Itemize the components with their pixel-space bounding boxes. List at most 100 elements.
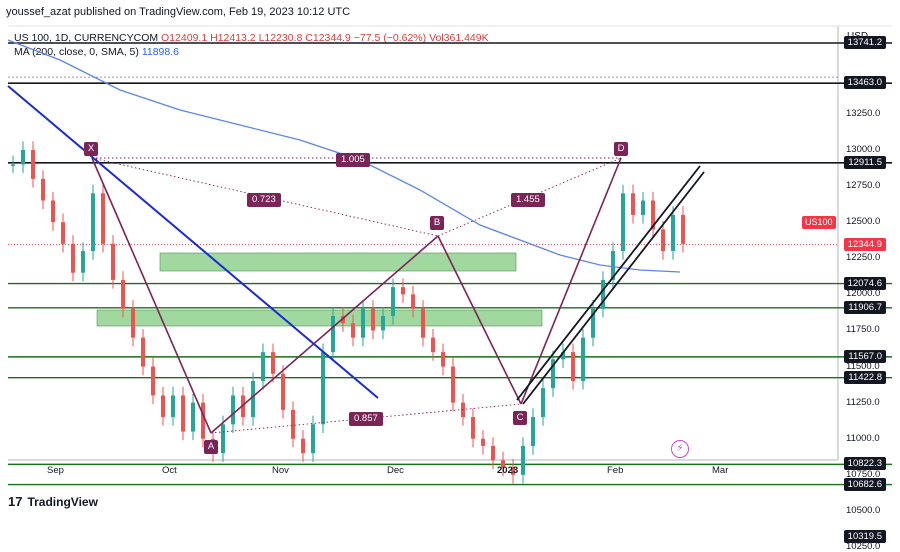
candle-body bbox=[391, 287, 395, 317]
candle-body bbox=[181, 395, 185, 432]
candle-body bbox=[131, 308, 135, 338]
candle-body bbox=[581, 337, 585, 381]
pattern-point-x: X bbox=[84, 142, 98, 156]
ma-line bbox=[7, 39, 681, 273]
candle-body bbox=[191, 402, 195, 432]
pattern-point-b: B bbox=[430, 216, 444, 230]
price-tag: 13741.2 bbox=[843, 35, 886, 49]
pattern-leg bbox=[91, 157, 212, 434]
price-tag: 11422.8 bbox=[844, 370, 886, 384]
pattern-leg bbox=[520, 157, 622, 405]
candle-body bbox=[121, 279, 125, 309]
candle-body bbox=[301, 438, 305, 454]
price-tick-label: 12000.0 bbox=[846, 288, 881, 300]
pattern-point-d: D bbox=[614, 142, 628, 156]
candle-body bbox=[161, 395, 165, 418]
xabcd-pattern bbox=[91, 157, 622, 434]
price-tick-label: 11250.0 bbox=[846, 396, 880, 408]
pattern-point-c: C bbox=[513, 411, 527, 425]
candle-body bbox=[311, 424, 315, 454]
tradingview-logo-icon: 17 bbox=[8, 494, 23, 509]
publisher-text: youssef_azat published on TradingView.co… bbox=[6, 6, 351, 18]
candle-body bbox=[641, 200, 645, 215]
price-tick-label: 11750.0 bbox=[846, 324, 880, 336]
candle-body bbox=[521, 445, 525, 475]
candle-body bbox=[61, 222, 65, 244]
price-tick-label: 10500.0 bbox=[846, 504, 881, 516]
candle-body bbox=[331, 316, 335, 353]
candle-body bbox=[501, 460, 505, 468]
ratio-line bbox=[437, 157, 622, 237]
candle-body bbox=[221, 424, 225, 454]
pattern-leg bbox=[437, 235, 522, 405]
candle-body bbox=[351, 323, 355, 338]
pattern-point-a: A bbox=[204, 440, 218, 454]
candle-body bbox=[561, 352, 565, 360]
candle-body bbox=[651, 200, 655, 230]
candle-body bbox=[291, 409, 295, 439]
candle-body bbox=[591, 308, 595, 338]
candle-body bbox=[11, 164, 15, 166]
candle-body bbox=[371, 308, 375, 331]
candle-body bbox=[271, 352, 275, 374]
price-tag: 11567.0 bbox=[844, 349, 886, 363]
price-chart[interactable] bbox=[0, 0, 900, 515]
ratio-ab: 0.723 bbox=[247, 193, 281, 207]
price-tick-label: 12500.0 bbox=[846, 216, 881, 228]
candle-body bbox=[511, 467, 515, 475]
symbol-label[interactable]: US 100, 1D, CURRENCYCOM bbox=[14, 32, 159, 44]
chart-legend: US 100, 1D, CURRENCYCOM O12409.1 H12413.… bbox=[14, 31, 489, 59]
candle-body bbox=[441, 352, 445, 367]
price-tick-label: 13250.0 bbox=[846, 107, 881, 119]
candle-body bbox=[91, 193, 95, 252]
price-tick-label: 11000.0 bbox=[846, 432, 880, 444]
candle-body bbox=[621, 193, 625, 252]
zone-lower bbox=[96, 309, 543, 327]
ratio-ac: 0.857 bbox=[349, 412, 383, 426]
time-tick-label: Feb bbox=[607, 465, 624, 476]
candle-body bbox=[661, 229, 665, 252]
candle-body bbox=[151, 366, 155, 396]
lightning-icon[interactable]: ⚡ bbox=[671, 440, 689, 458]
close-value: C12344.9 bbox=[305, 32, 351, 44]
price-tick-label: 10750.0 bbox=[846, 468, 881, 480]
low-value: L12230.8 bbox=[258, 32, 303, 44]
price-tick-label: 13000.0 bbox=[846, 144, 881, 155]
price-tag: 13463.0 bbox=[843, 76, 886, 90]
tradingview-logo[interactable]: 17 TradingView bbox=[8, 494, 98, 509]
candle-body bbox=[361, 308, 365, 338]
candle-body bbox=[481, 438, 485, 446]
candle-body bbox=[681, 214, 685, 244]
candle-body bbox=[471, 417, 475, 439]
ratio-bd: 1.455 bbox=[511, 193, 545, 207]
candle-body bbox=[341, 316, 345, 324]
horizontal-levels bbox=[8, 42, 892, 486]
legend-ohlc: US 100, 1D, CURRENCYCOM O12409.1 H12413.… bbox=[14, 31, 489, 45]
candle-body bbox=[71, 243, 75, 273]
price-tick-label: 12250.0 bbox=[846, 252, 881, 264]
support-zones bbox=[96, 252, 543, 327]
candle-body bbox=[381, 316, 385, 331]
candle-body bbox=[281, 373, 285, 410]
candle-body bbox=[321, 352, 325, 425]
ma-value: 11898.6 bbox=[141, 46, 179, 58]
candle-body bbox=[631, 193, 635, 215]
time-tick-label: Sep bbox=[47, 465, 64, 476]
time-tick-label: Mar bbox=[712, 465, 729, 476]
candle-body bbox=[431, 337, 435, 353]
trend-lines bbox=[7, 85, 705, 405]
volume-value: Vol361.449K bbox=[429, 32, 489, 44]
time-tick-label: Oct bbox=[162, 465, 177, 476]
candle-body bbox=[171, 395, 175, 418]
zone-upper bbox=[159, 252, 517, 272]
ratio-xd: 1.005 bbox=[336, 153, 370, 167]
price-tag: 12344.9 bbox=[843, 237, 886, 251]
time-tick-label: Dec bbox=[387, 465, 404, 476]
candle-body bbox=[451, 366, 455, 403]
candle-body bbox=[421, 308, 425, 338]
candle-body bbox=[81, 251, 85, 273]
candle-body bbox=[51, 200, 55, 223]
candle-body bbox=[101, 193, 105, 244]
change-value: −77.5 (−0.62%) bbox=[353, 32, 427, 44]
candle-body bbox=[531, 417, 535, 446]
